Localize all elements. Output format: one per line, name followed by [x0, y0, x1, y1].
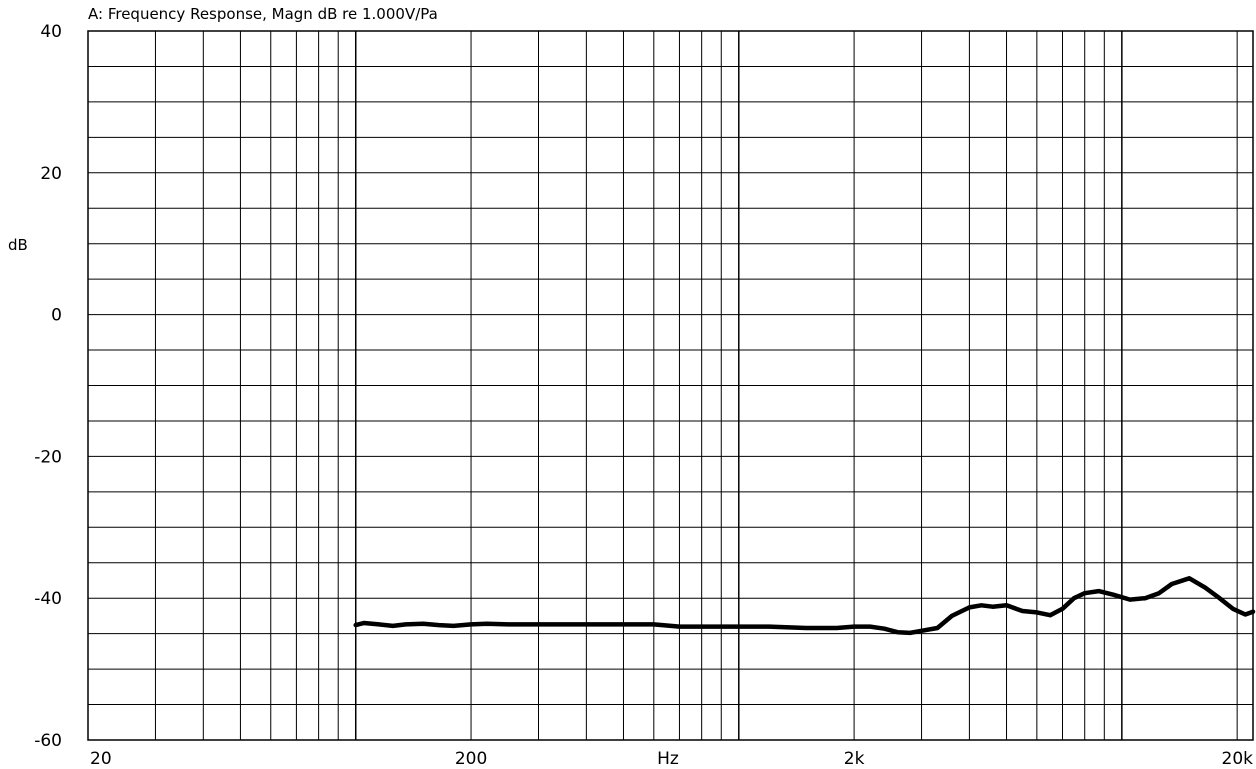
x-tick-label: 20k: [1222, 749, 1254, 769]
series-layer: [353, 576, 1256, 636]
x-tick-label: 200: [455, 749, 487, 769]
x-tick-label: 2k: [844, 749, 865, 769]
series-line: [353, 576, 1256, 636]
y-tick-label: 40: [40, 22, 62, 42]
plot-frame: [87, 30, 1254, 741]
y-tick-label: -60: [34, 731, 62, 751]
x-tick-label: 20: [90, 749, 112, 769]
y-axis-label: dB: [8, 236, 28, 254]
y-tick-label: -40: [34, 589, 62, 609]
y-tick-label: 20: [40, 164, 62, 184]
y-tick-label: -20: [34, 447, 62, 467]
x-axis-label: Hz: [657, 749, 679, 769]
chart-title: A: Frequency Response, Magn dB re 1.000V…: [88, 5, 438, 23]
y-tick-label: 0: [51, 306, 62, 326]
grid-lines: [87, 30, 1253, 741]
